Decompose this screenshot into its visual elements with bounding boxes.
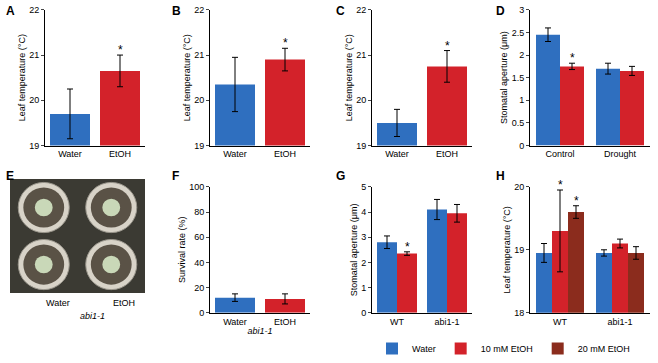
svg-text:0: 0 [519, 141, 524, 151]
svg-text:C: C [336, 4, 345, 18]
svg-text:B: B [172, 4, 181, 18]
svg-text:Water: Water [46, 298, 70, 308]
svg-text:21: 21 [356, 50, 366, 60]
svg-text:abi1-1: abi1-1 [607, 317, 632, 327]
svg-text:1: 1 [361, 283, 366, 293]
svg-text:Water: Water [58, 149, 82, 159]
svg-text:2: 2 [361, 258, 366, 268]
svg-text:*: * [574, 194, 579, 208]
svg-text:Water: Water [223, 317, 247, 327]
svg-text:60: 60 [194, 232, 204, 242]
svg-text:100: 100 [189, 182, 204, 192]
svg-text:18: 18 [514, 308, 524, 318]
svg-text:abi1-1: abi1-1 [80, 311, 105, 321]
svg-text:21: 21 [194, 50, 204, 60]
svg-text:*: * [405, 240, 410, 254]
svg-text:Leaf temperature (°C): Leaf temperature (°C) [502, 206, 512, 293]
svg-text:1: 1 [519, 95, 524, 105]
svg-text:D: D [496, 4, 505, 18]
svg-text:19: 19 [514, 245, 524, 255]
svg-text:80: 80 [194, 207, 204, 217]
svg-text:3: 3 [361, 232, 366, 242]
svg-text:Stomatal aperture (μm): Stomatal aperture (μm) [349, 203, 359, 296]
svg-text:Leaf temperature (°C): Leaf temperature (°C) [17, 34, 27, 121]
svg-text:E: E [6, 169, 14, 183]
svg-text:21: 21 [29, 50, 39, 60]
svg-text:EtOH: EtOH [113, 298, 135, 308]
svg-text:EtOH: EtOH [109, 149, 131, 159]
svg-text:Water: Water [223, 149, 247, 159]
svg-text:Survival rate (%): Survival rate (%) [177, 217, 187, 284]
svg-text:EtOH: EtOH [274, 317, 296, 327]
svg-text:Control: Control [545, 149, 574, 159]
svg-text:2: 2 [519, 50, 524, 60]
svg-text:20 mM EtOH: 20 mM EtOH [578, 344, 630, 354]
svg-text:22: 22 [29, 5, 39, 15]
svg-text:EtOH: EtOH [274, 149, 296, 159]
svg-text:0: 0 [361, 308, 366, 318]
svg-text:Drought: Drought [604, 149, 637, 159]
svg-text:*: * [283, 36, 288, 50]
svg-text:19: 19 [356, 141, 366, 151]
svg-text:10 mM EtOH: 10 mM EtOH [481, 344, 533, 354]
svg-text:G: G [336, 169, 345, 183]
svg-text:2.5: 2.5 [512, 28, 525, 38]
svg-text:22: 22 [194, 5, 204, 15]
svg-text:H: H [496, 169, 505, 183]
svg-text:Water: Water [412, 344, 436, 354]
svg-text:0: 0 [199, 308, 204, 318]
svg-text:5: 5 [361, 182, 366, 192]
svg-text:Stomatal aperture (μm): Stomatal aperture (μm) [499, 31, 509, 124]
svg-text:Leaf temperature (°C): Leaf temperature (°C) [182, 34, 192, 121]
svg-text:Leaf temperature (°C): Leaf temperature (°C) [344, 34, 354, 121]
svg-text:F: F [172, 169, 179, 183]
svg-text:EtOH: EtOH [436, 149, 458, 159]
svg-text:*: * [445, 39, 450, 53]
svg-text:*: * [570, 51, 575, 65]
svg-text:WT: WT [390, 317, 404, 327]
svg-text:20: 20 [356, 95, 366, 105]
svg-text:abi1-1: abi1-1 [247, 326, 272, 336]
svg-text:1.5: 1.5 [512, 73, 525, 83]
svg-text:20: 20 [514, 182, 524, 192]
svg-text:20: 20 [194, 283, 204, 293]
svg-text:*: * [118, 43, 123, 57]
svg-text:abi1-1: abi1-1 [434, 317, 459, 327]
svg-text:22: 22 [356, 5, 366, 15]
svg-text:*: * [558, 178, 563, 192]
svg-text:4: 4 [361, 207, 366, 217]
svg-text:Water: Water [385, 149, 409, 159]
svg-text:20: 20 [194, 95, 204, 105]
svg-text:19: 19 [29, 141, 39, 151]
svg-text:19: 19 [194, 141, 204, 151]
svg-text:0.5: 0.5 [512, 118, 525, 128]
svg-text:20: 20 [29, 95, 39, 105]
svg-text:40: 40 [194, 258, 204, 268]
svg-text:A: A [6, 4, 15, 18]
svg-text:WT: WT [553, 317, 567, 327]
svg-text:3: 3 [519, 5, 524, 15]
